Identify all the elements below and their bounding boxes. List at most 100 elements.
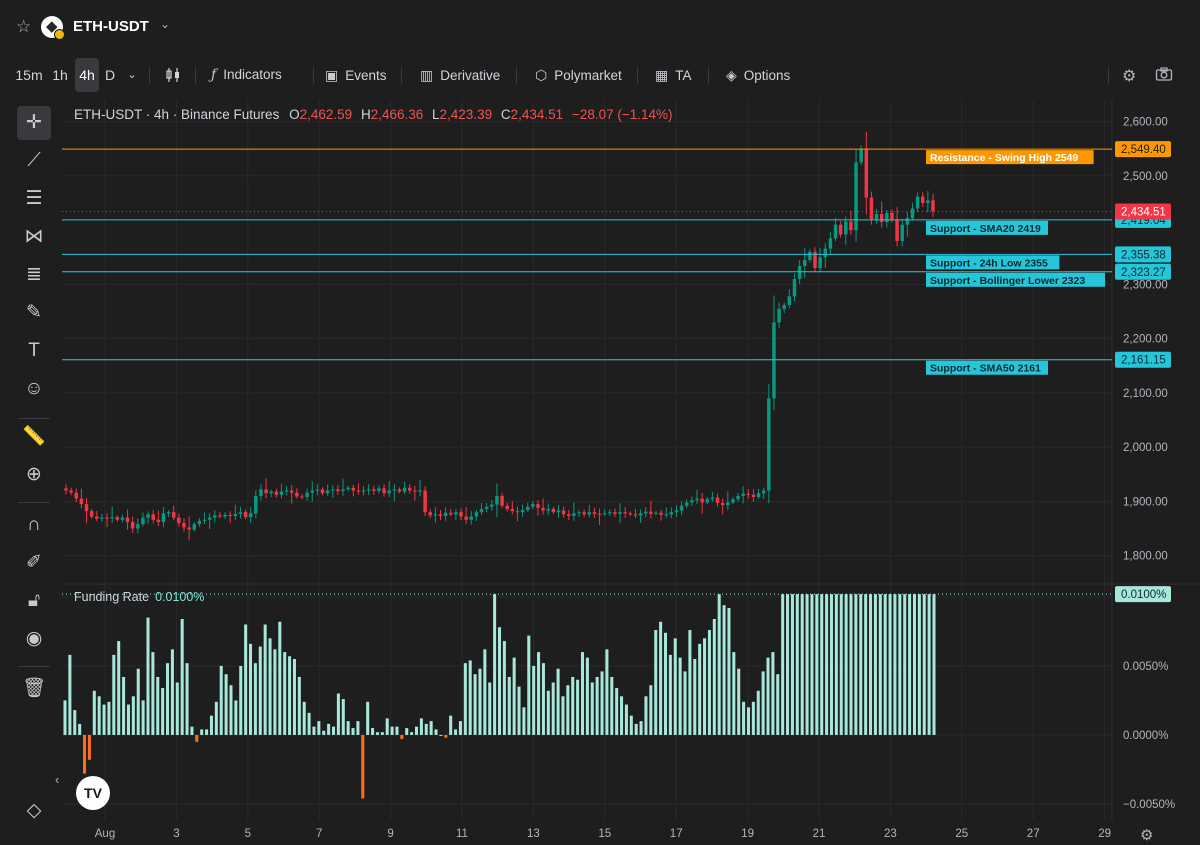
indicators-button[interactable]: ƒ Indicators [211, 58, 282, 92]
timeframe-4h[interactable]: 4h [75, 58, 99, 92]
level-tag-text: Support - SMA20 2419 [930, 223, 1041, 235]
crosshair-icon[interactable]: ✛ [17, 106, 51, 140]
camera-icon[interactable] [1155, 66, 1173, 87]
funding-bar [678, 657, 682, 735]
derivative-button[interactable]: ▥ Derivative [420, 58, 500, 92]
candle-body [69, 490, 73, 493]
funding-bar [859, 594, 863, 735]
candle-body [874, 213, 879, 220]
options-button[interactable]: ◈ Options [726, 58, 790, 92]
funding-bar [756, 690, 760, 735]
funding-bar [541, 663, 545, 735]
symbol-bar: ☆ ETH-USDT ⌄ [0, 0, 1200, 52]
unlock-icon[interactable]: 🔓︎ [27, 590, 41, 611]
tradingview-logo[interactable]: TV [76, 776, 110, 810]
funding-bar [522, 707, 526, 735]
timeframe-1h[interactable]: 1h [52, 67, 68, 83]
candle-body [525, 506, 530, 511]
chart-toolbar: 15m 1h 4h D ⌄ ƒ Indicators ▣ Events ▥ Deriv… [0, 58, 1200, 92]
trend-line-icon[interactable]: ⟋ [27, 150, 41, 171]
fib-levels-icon[interactable]: ≣ [26, 264, 42, 285]
candle-body [931, 200, 935, 212]
funding-bar [776, 674, 780, 735]
funding-bar [566, 685, 570, 735]
text-tool-icon[interactable]: T [28, 340, 40, 361]
funding-bar [390, 726, 394, 735]
ruler-icon[interactable]: 📏 [22, 426, 46, 447]
funding-bar [663, 632, 668, 735]
candle-body [449, 512, 453, 515]
chevron-down-icon[interactable]: ⌄ [160, 17, 171, 31]
settings-icon[interactable]: ⚙ [1122, 68, 1137, 85]
ta-button[interactable]: ▦ TA [655, 58, 691, 92]
time-tick-label: 15 [598, 828, 611, 840]
time-tick-label: 5 [245, 828, 251, 840]
candle-body [823, 248, 828, 258]
candle-body [813, 251, 817, 269]
separator [149, 67, 150, 84]
candle-body [469, 516, 474, 520]
separator [516, 67, 517, 84]
funding-bar [722, 605, 726, 735]
eye-icon[interactable]: ◉ [25, 628, 43, 649]
funding-bar [766, 657, 770, 735]
funding-bar [439, 734, 443, 736]
star-icon[interactable]: ☆ [16, 17, 32, 36]
funding-rate-legend[interactable]: Funding Rate 0.0100% [74, 590, 204, 604]
events-button[interactable]: ▣ Events [325, 58, 387, 92]
candle-body [715, 497, 720, 503]
candle-body [310, 490, 314, 493]
funding-bar [78, 723, 82, 735]
close-value: 2,434.51 [510, 107, 564, 122]
chart-pane[interactable]: Resistance - Swing High 2549 Support - SM… [60, 95, 1200, 845]
polymarket-button[interactable]: ⬡ Polymarket [535, 58, 622, 92]
candle-body [289, 490, 294, 493]
candle-body [331, 489, 335, 491]
funding-bar [63, 700, 67, 735]
trash-icon[interactable]: 🗑︎ [21, 678, 47, 699]
timeframe-chevron-icon[interactable]: ⌄ [127, 69, 137, 81]
candle-body [679, 505, 684, 511]
separator [18, 502, 50, 503]
funding-bar [673, 638, 677, 735]
candle-body [223, 514, 227, 517]
funding-bar [795, 594, 799, 735]
collapse-toolbar-icon[interactable]: ‹ [55, 772, 60, 787]
brush-icon[interactable]: ✎ [26, 302, 42, 323]
lock-drawing-icon[interactable]: ✐ [26, 552, 42, 573]
candle-type-button[interactable] [164, 58, 182, 92]
funding-bar [419, 718, 423, 735]
horizontal-lines-icon[interactable]: ☰ [25, 188, 43, 209]
symbol-name[interactable]: ETH-USDT [73, 18, 149, 35]
funding-bar [317, 721, 321, 735]
funding-bar [527, 635, 531, 735]
high-label: H [360, 107, 371, 122]
candle-body [500, 495, 504, 506]
object-tree-icon[interactable]: ◇ [26, 800, 42, 821]
emoji-icon[interactable]: ☺ [24, 378, 44, 399]
funding-bar [151, 652, 155, 735]
chart-settings-icon[interactable]: ⚙ [1140, 827, 1154, 844]
funding-bar [410, 732, 414, 735]
timeframe-15m[interactable]: 15m [15, 67, 43, 83]
funding-bar [112, 654, 116, 735]
funding-bar [141, 700, 145, 735]
magnet-icon[interactable]: ∩ [27, 514, 41, 535]
candle-body [151, 514, 155, 520]
candle-body [608, 512, 612, 514]
separator [1108, 67, 1109, 84]
pattern-icon[interactable]: ⋈ [24, 226, 44, 247]
candle-body [926, 200, 930, 204]
indicators-label: Indicators [223, 67, 282, 82]
candle-body [900, 224, 904, 242]
funding-bar [786, 594, 790, 735]
candle-body [95, 516, 99, 519]
zoom-in-icon[interactable]: ⊕ [26, 464, 42, 485]
change-value: −28.07 (−1.14%) [571, 107, 673, 122]
funding-bar [659, 621, 663, 735]
funding-bar [214, 701, 218, 735]
funding-bar [122, 676, 126, 735]
price-chart[interactable]: Resistance - Swing High 2549 Support - SM… [60, 95, 1200, 845]
timeframe-d[interactable]: D [104, 67, 116, 83]
funding-bar [371, 728, 375, 735]
